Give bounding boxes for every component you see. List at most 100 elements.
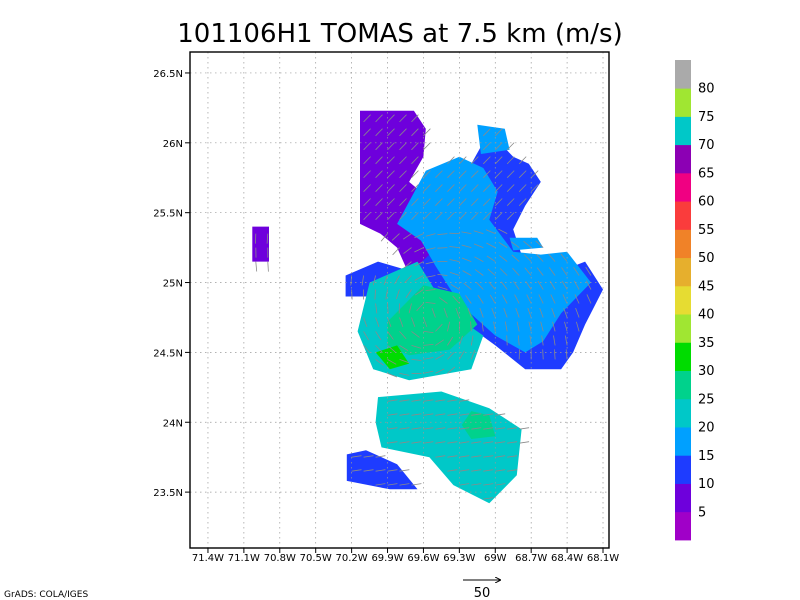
wind-vector-180 <box>537 280 544 290</box>
wind-vector-36 <box>459 441 470 444</box>
wind-vector-72 <box>399 373 410 376</box>
colorbar-swatch-8 <box>675 285 691 315</box>
wind-vector-118 <box>493 321 496 332</box>
wind-vector-257 <box>447 212 455 220</box>
wind-vector-263 <box>363 198 371 206</box>
wind-vector-26 <box>471 455 482 458</box>
wind-vector-190 <box>404 275 412 284</box>
x-tick-label: 70.8W <box>264 553 296 564</box>
wind-vector-134 <box>455 307 460 318</box>
wind-vector-75 <box>435 368 445 374</box>
wind-vector-265 <box>387 198 395 206</box>
chart-title: 101106H1 TOMAS at 7.5 km (m/s) <box>177 19 623 49</box>
wind-vector-296 <box>411 170 419 178</box>
colorbar-swatch-6 <box>675 342 691 371</box>
colorbar-label: 70 <box>698 138 715 153</box>
credit-text: GrADS: COLA/IGES <box>4 590 88 600</box>
wind-vector-120 <box>516 321 520 332</box>
wind-vector-193 <box>437 274 448 276</box>
wind-vector-322 <box>399 142 407 151</box>
wind-vector-153 <box>465 295 472 304</box>
wind-vector-277 <box>363 184 371 192</box>
wind-vector-62 <box>483 413 494 416</box>
wind-vector-60 <box>459 413 470 416</box>
wind-vector-268 <box>423 198 431 206</box>
wind-vector-24 <box>447 455 458 458</box>
x-tick-label: 69W <box>484 553 507 564</box>
wind-vector-288 <box>495 184 503 192</box>
wind-vector-93 <box>387 345 396 353</box>
wind-vector-333 <box>423 128 431 137</box>
wind-vector-151 <box>439 297 448 304</box>
speed-region-1 <box>252 226 269 262</box>
wind-vector-89 <box>554 349 556 360</box>
wind-vector-251 <box>375 212 383 220</box>
speed-region-4 <box>397 156 591 353</box>
wind-vector-204 <box>573 266 580 276</box>
wind-vector-335 <box>495 128 503 137</box>
wind-vector-186 <box>361 275 364 286</box>
wind-vector-102 <box>517 335 520 346</box>
wind-vector-4 <box>411 483 422 486</box>
wind-vector-289 <box>506 184 515 192</box>
colorbar-swatch-16 <box>675 60 691 89</box>
wind-vector-77 <box>375 359 384 366</box>
colorbar-label: 15 <box>698 449 715 464</box>
wind-vector-307 <box>363 156 371 165</box>
wind-vector-129 <box>399 317 404 328</box>
wind-vector-58 <box>435 413 446 416</box>
wind-vector-328 <box>363 128 371 137</box>
colorbar-swatch-0 <box>675 511 691 541</box>
colorbar-label: 75 <box>698 110 715 125</box>
wind-vector-17 <box>483 469 494 472</box>
x-tick-label: 70.2W <box>336 553 368 564</box>
wind-vector-282 <box>423 184 431 192</box>
wind-vector-316 <box>495 156 503 165</box>
wind-vector-224 <box>392 247 400 256</box>
wind-vector-271 <box>459 198 467 206</box>
wind-vector-45 <box>423 427 434 430</box>
wind-vector-258 <box>459 212 467 220</box>
wind-vector-105 <box>553 335 556 346</box>
colorbar-label: 80 <box>698 82 715 97</box>
wind-vector-76 <box>447 366 456 374</box>
wind-vector-49 <box>471 427 482 430</box>
wind-vector-3 <box>399 483 410 486</box>
wind-vector-243 <box>425 233 436 237</box>
wind-vector-82 <box>435 354 445 360</box>
wind-vector-143 <box>563 307 568 318</box>
wind-vector-231 <box>473 243 484 248</box>
wind-vector-259 <box>471 212 479 220</box>
wind-vector-139 <box>515 307 520 318</box>
wind-vector-264 <box>375 198 383 206</box>
wind-vector-187 <box>372 275 376 286</box>
wind-vector-302 <box>483 170 491 178</box>
wind-vector-252 <box>387 212 395 220</box>
wind-vector-168 <box>395 289 400 300</box>
wind-vector-107 <box>363 331 369 341</box>
wind-vector-85 <box>470 349 476 360</box>
wind-vector-275 <box>506 198 515 206</box>
wind-vector-215 <box>486 255 496 262</box>
x-tick-label: 68.1W <box>587 553 619 564</box>
wind-vector-321 <box>387 142 395 151</box>
wind-vector-34 <box>435 441 446 444</box>
wind-vector-293 <box>375 170 383 178</box>
wind-vector-113 <box>435 323 443 332</box>
wind-vector-306 <box>530 170 539 178</box>
speed-region-3 <box>346 450 418 490</box>
colorbar-swatch-3 <box>675 427 691 456</box>
colorbar-swatch-1 <box>675 483 691 513</box>
wind-vector-214 <box>474 256 484 262</box>
x-tick-label: 68.4W <box>551 553 583 564</box>
wind-vector-220 <box>548 253 556 262</box>
wind-vector-246 <box>461 231 472 234</box>
wind-vector-46 <box>435 427 446 430</box>
x-tick-label: 70.5W <box>300 553 332 564</box>
wind-vector-69 <box>447 399 458 402</box>
wind-vector-100 <box>470 335 474 346</box>
wind-vector-154 <box>477 294 484 304</box>
colorbar-label: 5 <box>698 505 706 520</box>
wind-vector-270 <box>447 198 455 206</box>
wind-vector-130 <box>411 317 416 328</box>
